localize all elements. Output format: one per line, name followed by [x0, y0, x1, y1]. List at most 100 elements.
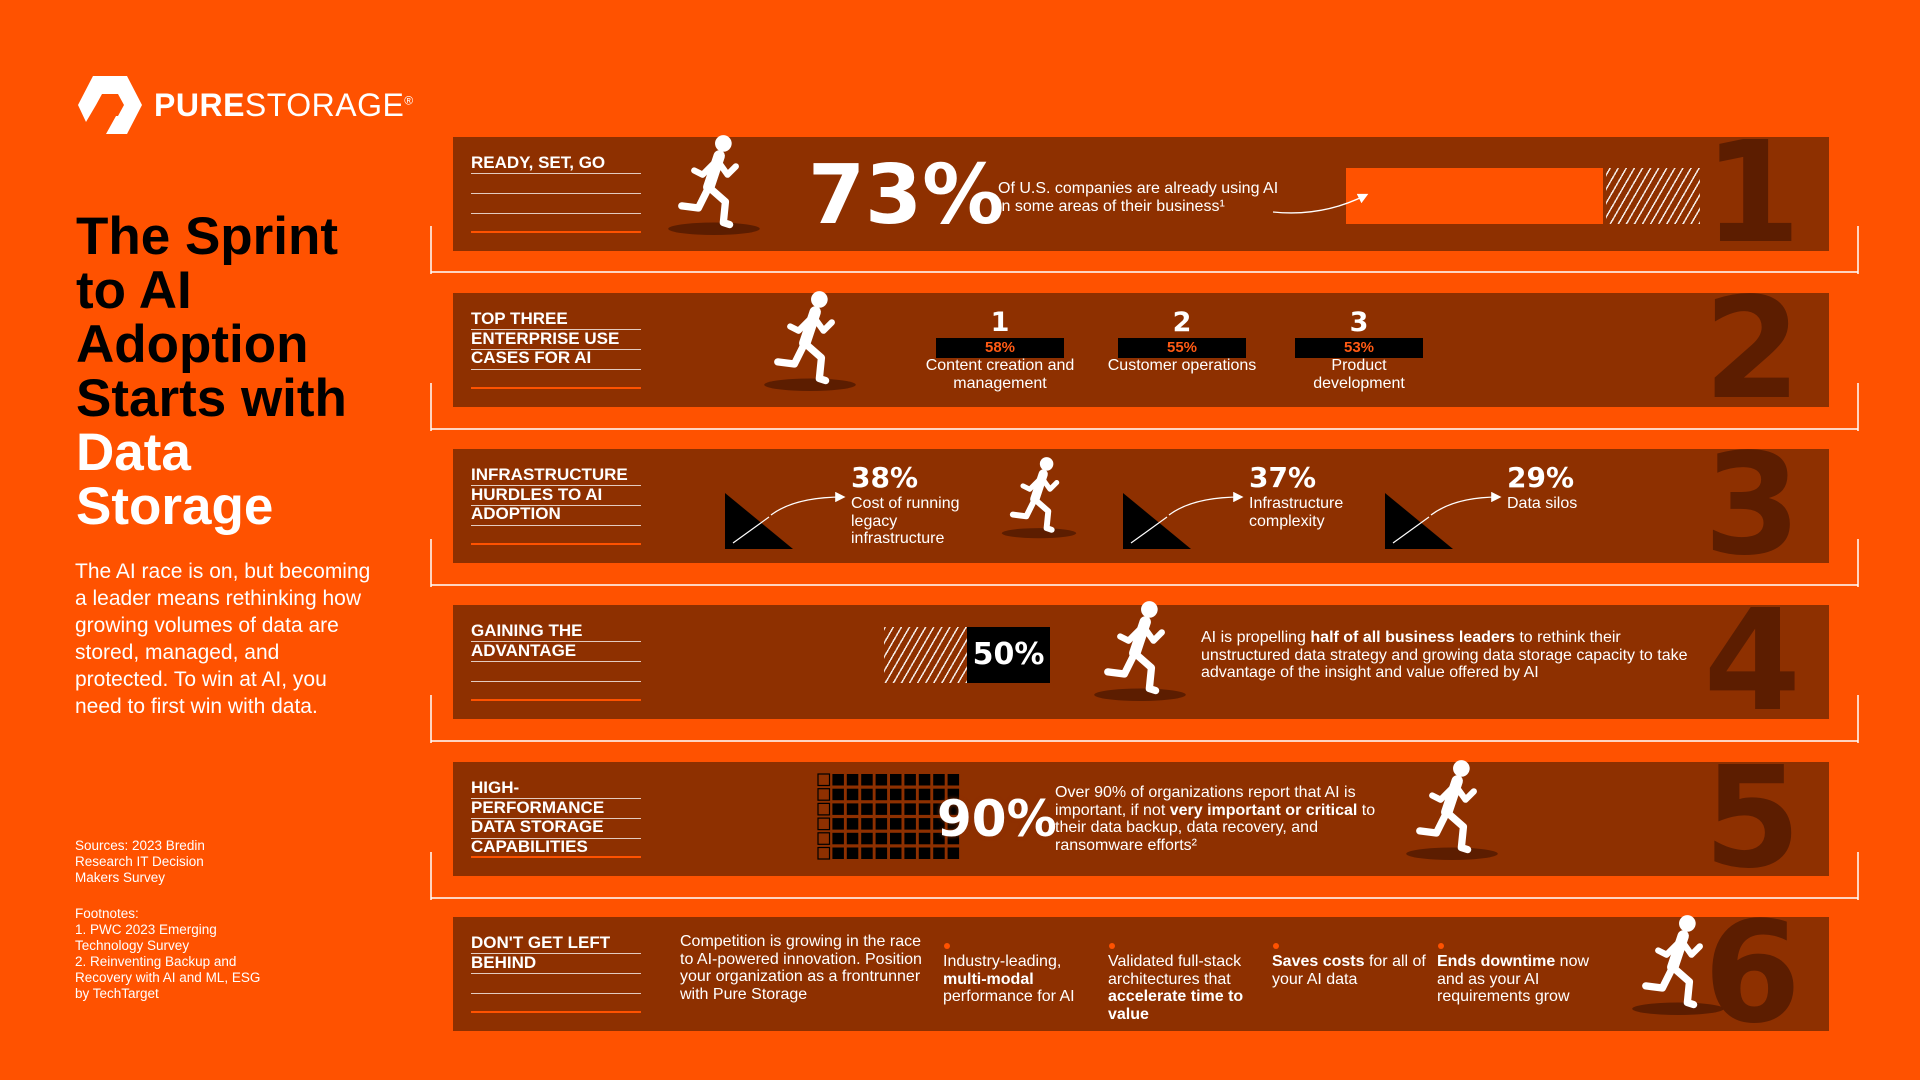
row-label: INFRASTRUCTURE HURDLES TO AI ADOPTION — [471, 465, 628, 524]
grid-square — [875, 803, 888, 815]
grid-square — [904, 818, 916, 830]
logo: PURESTORAGE® — [76, 74, 414, 136]
arrow — [1272, 193, 1369, 214]
grid-square — [846, 847, 859, 859]
grid-square — [832, 803, 844, 815]
grid-square — [832, 847, 844, 859]
label-rule-accent — [471, 231, 641, 233]
row: GAINING THE ADVANTAGE 50% AI is propelli… — [453, 592, 1829, 732]
grid-square — [933, 788, 945, 801]
grid-square — [890, 847, 902, 859]
grid-square — [817, 802, 831, 816]
grid-square — [933, 774, 945, 786]
label-rule — [471, 661, 641, 662]
logo-regular: STORAGE — [244, 86, 405, 123]
grid-square — [947, 818, 960, 830]
row-label: GAINING THE ADVANTAGE — [471, 621, 583, 660]
benefit: Saves costs for all of your AI data — [1272, 953, 1427, 988]
grid-square — [947, 832, 960, 845]
row-number: 5 — [1703, 737, 1801, 900]
label-rule — [471, 349, 641, 350]
label-rule — [471, 505, 641, 506]
headline-highlight: Data Storage — [76, 423, 274, 536]
stat-text: Over 90% of organizations report that AI… — [1055, 784, 1395, 854]
hurdle: Infrastructure complexity — [1249, 495, 1344, 530]
grid-square — [832, 788, 844, 801]
footnote: 1. PWC 2023 Emerging Technology Survey — [75, 922, 217, 953]
label-rule — [471, 818, 641, 819]
row-number: 2 — [1703, 268, 1801, 431]
triangle — [725, 493, 793, 549]
bullet-dot — [944, 943, 950, 949]
hatch — [884, 627, 967, 683]
grid-square — [817, 832, 831, 845]
triangle-rule — [1392, 516, 1430, 544]
grid-square — [947, 774, 960, 786]
triangle-rule — [732, 516, 770, 544]
sources: Sources: 2023 Bredin Research IT Decisio… — [75, 838, 205, 885]
label-rule — [471, 525, 641, 526]
label-rule — [471, 173, 641, 174]
row-number: 3 — [1703, 424, 1801, 587]
percent: 38% — [851, 461, 919, 494]
row-text: Competition is growing in the race to AI… — [680, 933, 922, 1003]
grid-square — [832, 774, 844, 786]
label-rule — [471, 641, 641, 642]
percent: 53% — [1295, 338, 1423, 358]
grid-square — [817, 817, 831, 831]
grid-square — [918, 803, 931, 815]
grid-square — [890, 803, 902, 815]
row: TOP THREE ENTERPRISE USE CASES FOR AI 2 … — [453, 268, 1829, 431]
label-rule — [471, 193, 641, 194]
text: for all of your AI data — [1272, 953, 1426, 988]
label-rule — [471, 993, 641, 994]
stat: 50% — [967, 627, 1050, 683]
label-rule-accent — [471, 543, 641, 545]
grid-square — [875, 818, 888, 830]
grid-square — [875, 832, 888, 845]
row: READY, SET, GO 73% Of U.S. companies are… — [453, 124, 1829, 264]
grid-square — [817, 788, 831, 801]
row-label: DON'T GET LEFT BEHIND — [471, 933, 611, 972]
grid-square — [918, 788, 931, 801]
stat-text: AI is propelling half of all business le… — [1201, 629, 1701, 682]
triangles — [725, 491, 1502, 549]
label-rule — [471, 213, 641, 214]
stat: 90% — [937, 790, 1057, 848]
text: AI is propelling — [1201, 629, 1311, 646]
grid-square — [918, 832, 931, 845]
grid-square — [904, 788, 916, 801]
row-number: 6 — [1703, 892, 1801, 1055]
text: Over 90% of organizations report that AI… — [1055, 784, 1356, 819]
grid-square — [933, 818, 945, 830]
grid-square — [817, 773, 831, 787]
grid-square — [875, 847, 888, 859]
grid-square — [918, 847, 931, 859]
grid-square — [846, 818, 859, 830]
row-label: TOP THREE ENTERPRISE USE CASES FOR AI — [471, 309, 620, 368]
triangle-rule — [1130, 516, 1168, 544]
grid-square — [904, 832, 916, 845]
runner — [1093, 597, 1187, 701]
benefit: Validated full-stack architectures that … — [1108, 953, 1263, 1023]
bullet-dot — [1273, 943, 1279, 949]
grid-square — [861, 788, 873, 801]
intro: The AI race is on, but becoming a leader… — [75, 560, 371, 718]
percent: 55% — [1118, 338, 1246, 358]
percent: 37% — [1249, 461, 1317, 494]
label-rule — [471, 681, 641, 682]
grid-square — [947, 803, 960, 815]
grid-square — [846, 832, 859, 845]
grid-square — [904, 803, 916, 815]
grid-square — [918, 818, 931, 830]
row-label: READY, SET, GO — [471, 153, 606, 172]
label-rule — [471, 798, 641, 799]
grid-square — [933, 832, 945, 845]
label-rule — [471, 369, 641, 370]
grid-square — [861, 818, 873, 830]
logo-mark-symbol: ® — [404, 92, 414, 107]
grid-square — [861, 803, 873, 815]
grid-square — [904, 847, 916, 859]
label-rule-accent — [471, 856, 641, 858]
arrow — [1430, 491, 1502, 516]
